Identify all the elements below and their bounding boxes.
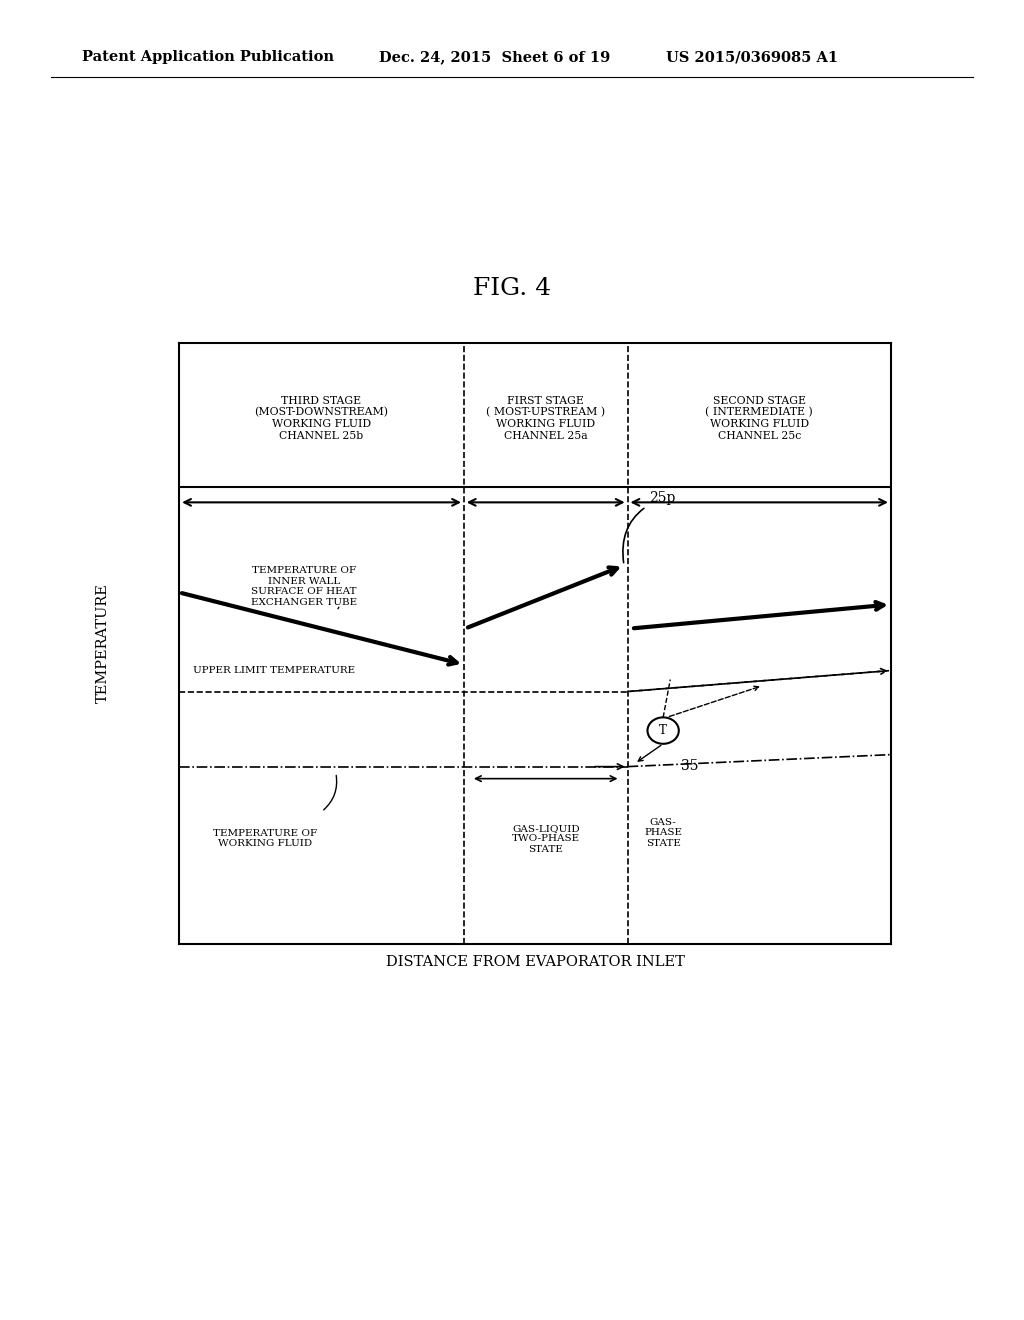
Text: US 2015/0369085 A1: US 2015/0369085 A1 <box>666 50 838 65</box>
Text: GAS-LIQUID
TWO-PHASE
STATE: GAS-LIQUID TWO-PHASE STATE <box>512 824 580 854</box>
Text: TEMPERATURE OF
INNER WALL
SURFACE OF HEAT
EXCHANGER TUBE: TEMPERATURE OF INNER WALL SURFACE OF HEA… <box>251 566 356 607</box>
X-axis label: DISTANCE FROM EVAPORATOR INLET: DISTANCE FROM EVAPORATOR INLET <box>386 954 684 969</box>
Text: Dec. 24, 2015  Sheet 6 of 19: Dec. 24, 2015 Sheet 6 of 19 <box>379 50 610 65</box>
Text: FIRST STAGE
( MOST-UPSTREAM )
WORKING FLUID
CHANNEL 25a: FIRST STAGE ( MOST-UPSTREAM ) WORKING FL… <box>486 396 605 441</box>
Text: FIG. 4: FIG. 4 <box>473 277 551 300</box>
Text: SECOND STAGE
( INTERMEDIATE )
WORKING FLUID
CHANNEL 25c: SECOND STAGE ( INTERMEDIATE ) WORKING FL… <box>706 396 813 441</box>
Text: Patent Application Publication: Patent Application Publication <box>82 50 334 65</box>
Text: T: T <box>659 725 667 737</box>
Text: TEMPERATURE: TEMPERATURE <box>95 583 110 704</box>
Text: TEMPERATURE OF
WORKING FLUID: TEMPERATURE OF WORKING FLUID <box>213 829 316 849</box>
Text: UPPER LIMIT TEMPERATURE: UPPER LIMIT TEMPERATURE <box>194 665 355 675</box>
Text: 25p: 25p <box>623 491 675 562</box>
Text: 35: 35 <box>681 759 698 772</box>
Text: GAS-
PHASE
STATE: GAS- PHASE STATE <box>644 818 682 847</box>
Text: THIRD STAGE
(MOST-DOWNSTREAM)
WORKING FLUID
CHANNEL 25b: THIRD STAGE (MOST-DOWNSTREAM) WORKING FL… <box>255 396 388 441</box>
